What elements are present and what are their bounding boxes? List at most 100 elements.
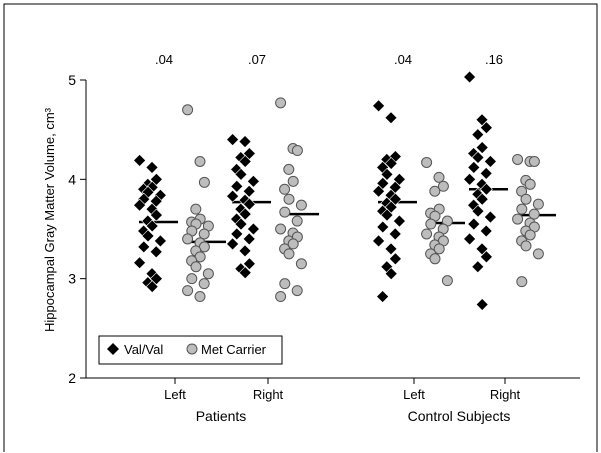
data-point-val-val	[246, 174, 260, 188]
group-label-patients: Patients	[196, 408, 247, 424]
data-point-met-carrier	[194, 155, 206, 167]
data-point-met-carrier	[516, 203, 528, 215]
data-point-val-val	[246, 222, 260, 236]
data-point-val-val	[479, 166, 493, 180]
data-point-met-carrier	[291, 215, 303, 227]
data-point-val-val	[226, 189, 240, 203]
data-point-met-carrier	[524, 178, 536, 190]
data-point-val-val	[145, 160, 159, 174]
data-point-met-carrier	[520, 240, 532, 252]
data-point-val-val	[483, 155, 497, 168]
data-point-met-carrier	[275, 291, 287, 303]
data-point-met-carrier	[421, 228, 433, 240]
data-point-val-val	[475, 298, 489, 311]
data-point-met-carrier	[425, 218, 437, 230]
data-point-val-val	[388, 227, 402, 241]
data-point-val-val	[149, 245, 163, 259]
data-point-met-carrier	[182, 285, 194, 297]
p-value-label: .16	[485, 52, 503, 67]
data-point-val-val	[242, 197, 256, 211]
data-point-met-carrier	[512, 153, 524, 165]
legend: Val/Val Met Carrier	[98, 335, 283, 365]
data-point-val-val	[483, 210, 497, 224]
data-point-val-val	[471, 204, 485, 218]
data-point-val-val	[471, 260, 485, 274]
data-point-val-val	[479, 224, 493, 238]
data-point-met-carrier	[279, 278, 291, 290]
p-value-label: .04	[394, 52, 412, 67]
data-point-val-val	[463, 70, 477, 84]
data-point-met-carrier	[194, 291, 206, 303]
data-point-met-carrier	[202, 268, 214, 280]
legend-label-val-val: Val/Val	[124, 342, 163, 357]
p-value-label: .04	[155, 52, 173, 67]
x-tick-label: Right	[253, 387, 284, 402]
data-point-val-val	[238, 155, 252, 168]
data-point-met-carrier	[275, 97, 287, 109]
data-point-val-val	[463, 172, 477, 186]
data-point-val-val	[242, 232, 256, 246]
group-label-control-subjects: Control Subjects	[408, 408, 511, 424]
data-point-val-val	[384, 242, 398, 256]
data-point-val-val	[479, 250, 493, 264]
data-point-met-carrier	[433, 243, 445, 255]
data-point-val-val	[471, 128, 485, 142]
data-point-val-val	[145, 280, 159, 294]
data-point-met-carrier	[532, 198, 544, 210]
data-point-val-val	[133, 256, 147, 270]
data-point-val-val	[467, 160, 481, 174]
data-point-met-carrier	[437, 180, 449, 192]
data-point-val-val	[145, 219, 159, 233]
data-point-val-val	[380, 208, 394, 222]
data-point-val-val	[372, 99, 386, 113]
data-point-val-val	[384, 267, 398, 281]
data-point-met-carrier	[190, 203, 202, 215]
data-point-met-carrier	[283, 248, 295, 260]
y-tick-label: 4	[68, 171, 76, 187]
data-point-val-val	[380, 167, 394, 181]
data-point-met-carrier	[441, 275, 453, 287]
data-point-val-val	[467, 217, 481, 231]
data-point-met-carrier	[532, 248, 544, 260]
data-point-val-val	[479, 121, 493, 135]
data-point-val-val	[376, 290, 390, 303]
y-tick-label: 2	[68, 370, 76, 386]
data-point-met-carrier	[182, 104, 194, 116]
data-point-val-val	[226, 133, 240, 147]
figure-frame	[3, 3, 598, 452]
data-point-val-val	[149, 208, 163, 222]
x-tick-label: Left	[403, 387, 425, 402]
data-point-val-val	[376, 220, 390, 234]
data-point-met-carrier	[528, 155, 540, 167]
data-point-val-val	[388, 252, 402, 266]
data-point-val-val	[479, 182, 493, 196]
data-point-met-carrier	[421, 156, 433, 168]
data-point-met-carrier	[287, 238, 299, 250]
data-point-met-carrier	[295, 258, 307, 270]
data-point-val-val	[392, 214, 406, 228]
data-point-met-carrier	[295, 199, 307, 211]
data-point-met-carrier	[512, 213, 524, 225]
data-point-val-val	[384, 111, 398, 125]
data-point-met-carrier	[198, 176, 210, 188]
y-tick-label: 5	[68, 72, 76, 88]
legend-label-met-carrier: Met Carrier	[201, 342, 267, 357]
data-point-val-val	[238, 135, 252, 149]
data-point-met-carrier	[291, 145, 303, 157]
data-point-val-val	[471, 151, 485, 164]
y-axis-label: Hippocampal Gray Matter Volume, cm³	[42, 107, 57, 332]
data-point-val-val	[230, 179, 244, 193]
data-point-met-carrier	[190, 261, 202, 273]
data-point-met-carrier	[182, 233, 194, 245]
data-point-met-carrier	[186, 273, 198, 285]
data-point-val-val	[133, 198, 147, 212]
data-point-val-val	[242, 184, 256, 198]
legend-marker-met-carrier	[186, 343, 198, 355]
data-point-val-val	[230, 227, 244, 241]
data-point-met-carrier	[283, 193, 295, 205]
data-point-met-carrier	[198, 278, 210, 290]
data-point-val-val	[372, 184, 386, 198]
data-point-met-carrier	[429, 185, 441, 197]
data-point-val-val	[137, 240, 151, 254]
data-point-met-carrier	[198, 228, 210, 240]
